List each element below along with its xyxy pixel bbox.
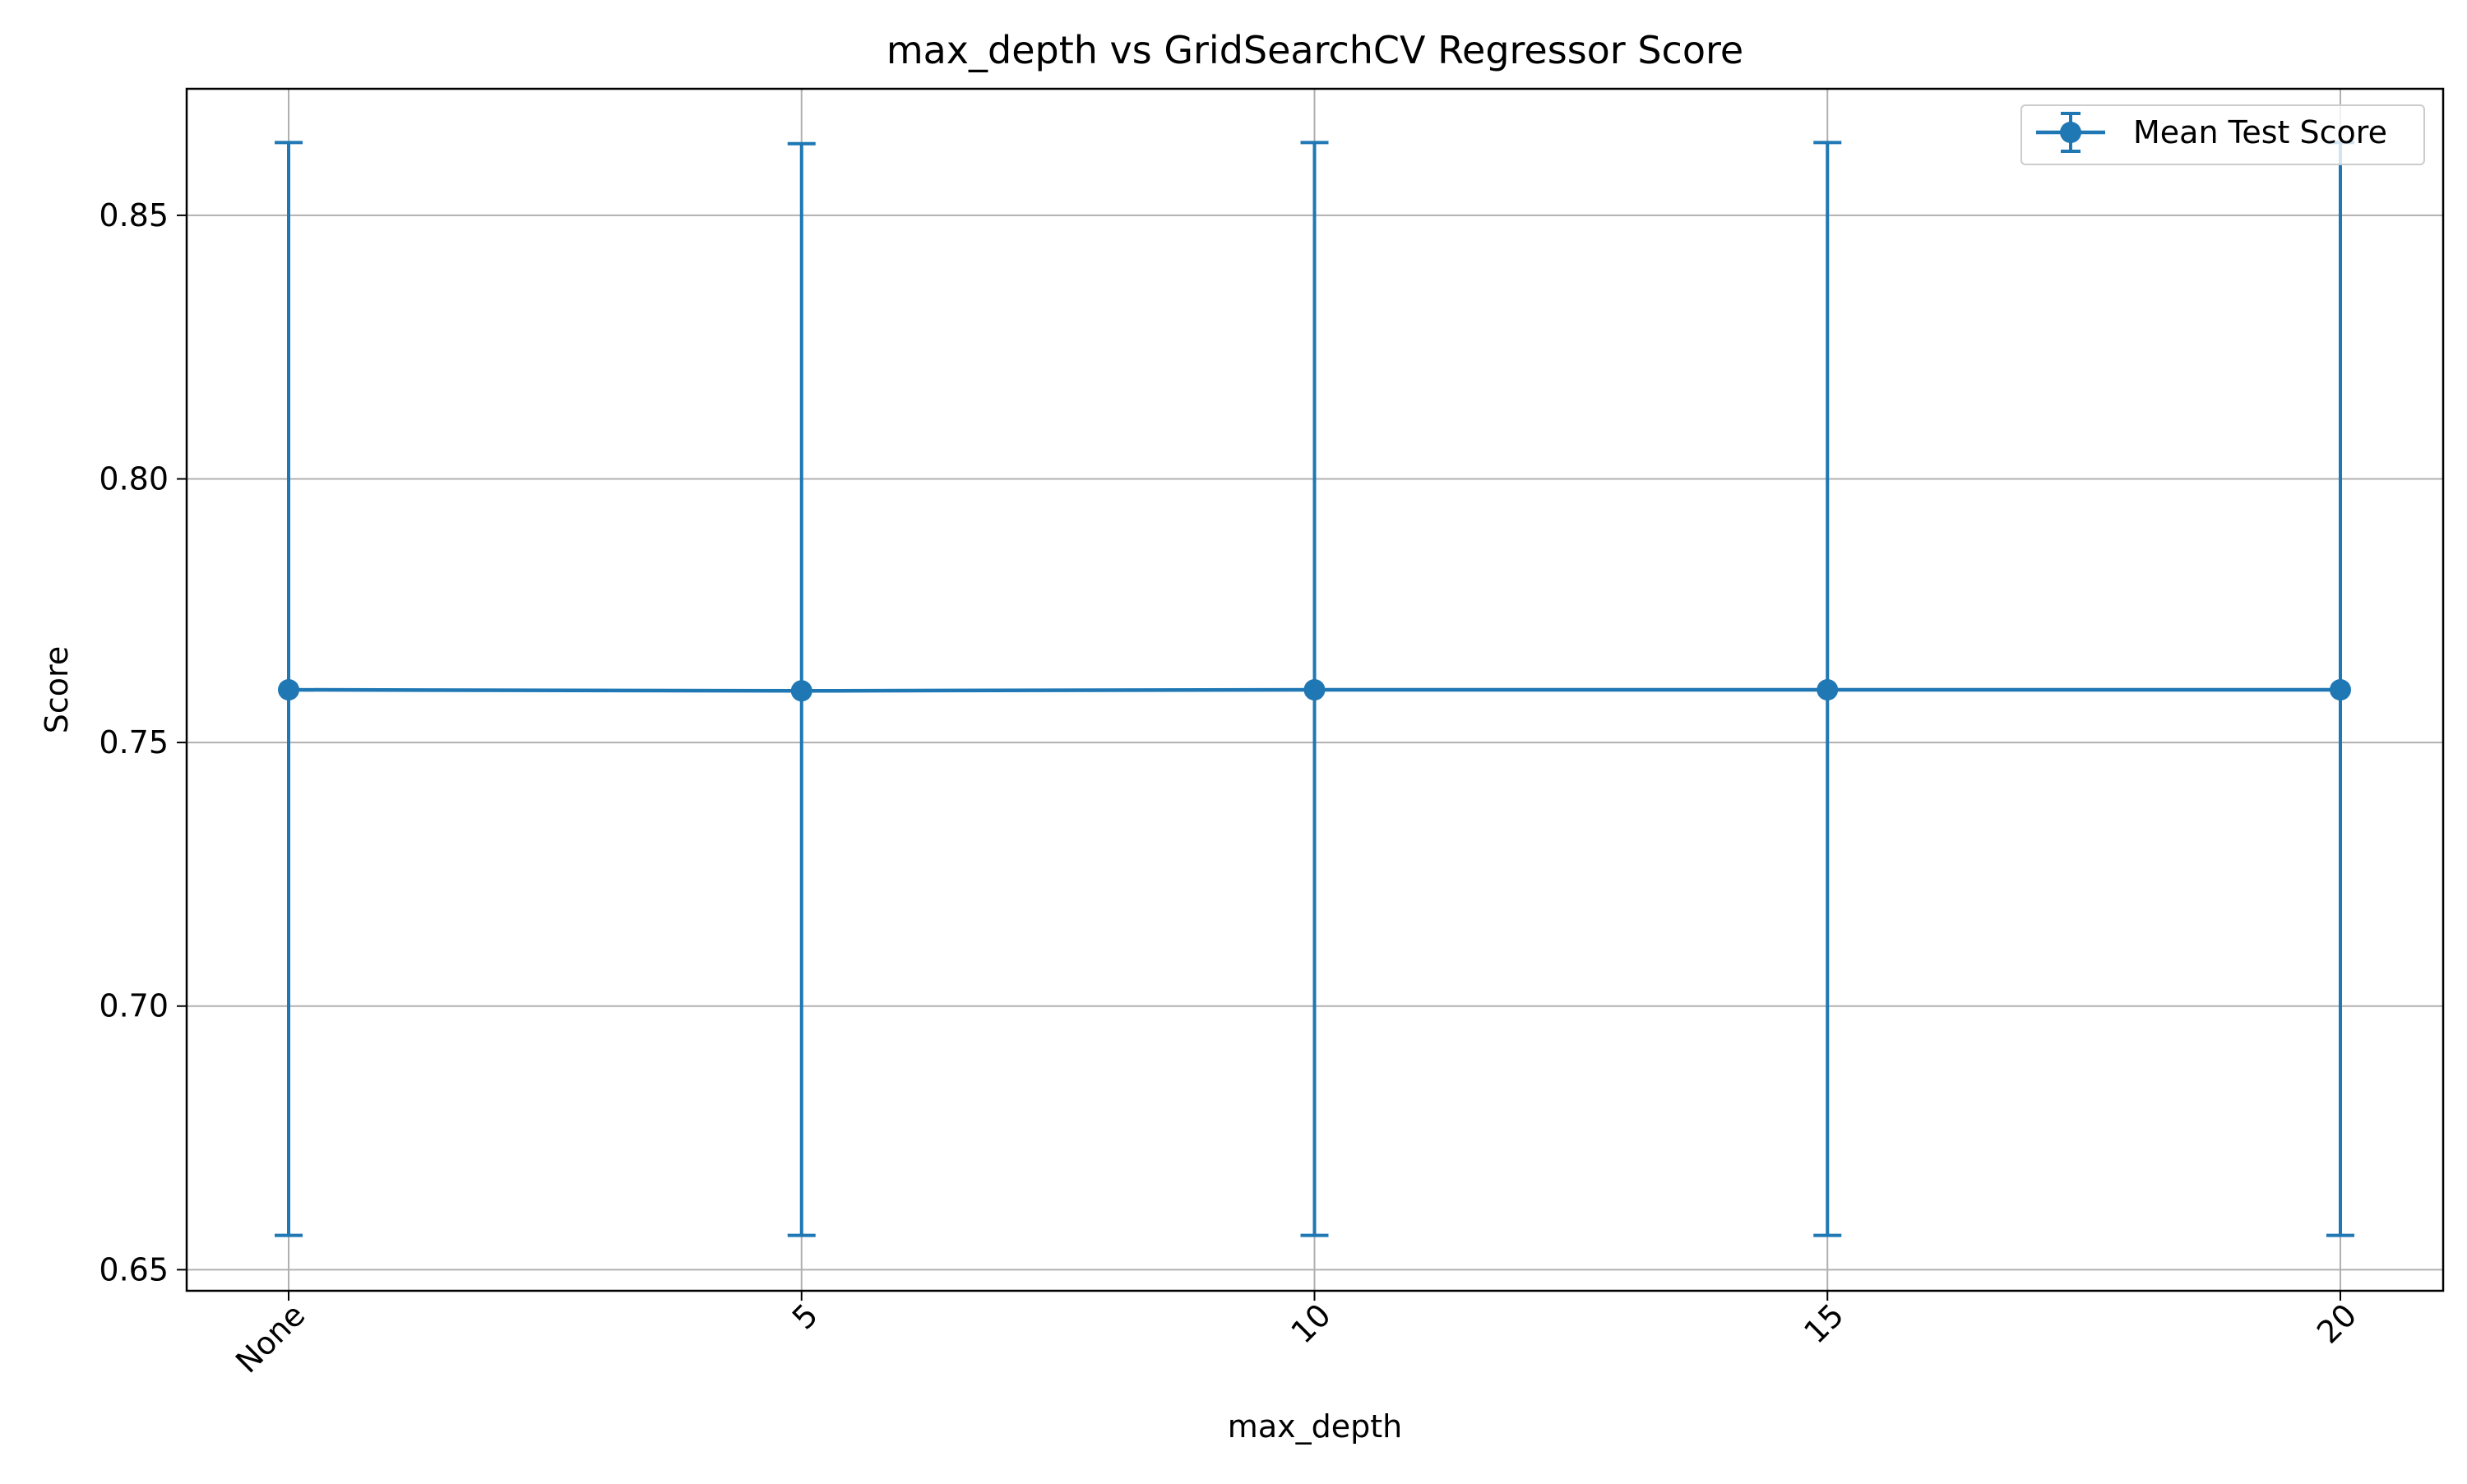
y-tick-label: 0.70 bbox=[99, 988, 169, 1024]
data-point bbox=[1817, 679, 1839, 700]
series-layer bbox=[275, 141, 2354, 1237]
chart-title: max_depth vs GridSearchCV Regressor Scor… bbox=[886, 28, 1743, 72]
x-axis-label: max_depth bbox=[1228, 1408, 1402, 1445]
y-axis-label: Score bbox=[39, 646, 75, 733]
y-tick-label: 0.85 bbox=[99, 197, 169, 233]
legend-marker bbox=[2060, 122, 2081, 143]
legend-label: Mean Test Score bbox=[2133, 114, 2387, 150]
data-point bbox=[278, 679, 299, 700]
y-tick-label: 0.80 bbox=[99, 461, 169, 497]
y-tick-label: 0.75 bbox=[99, 724, 169, 760]
y-tick-label: 0.65 bbox=[99, 1251, 169, 1288]
data-point bbox=[2330, 679, 2351, 700]
legend-frame bbox=[2020, 104, 2425, 165]
data-point bbox=[790, 680, 812, 702]
legend: Mean Test Score bbox=[2020, 104, 2425, 165]
data-point bbox=[1303, 679, 1326, 700]
